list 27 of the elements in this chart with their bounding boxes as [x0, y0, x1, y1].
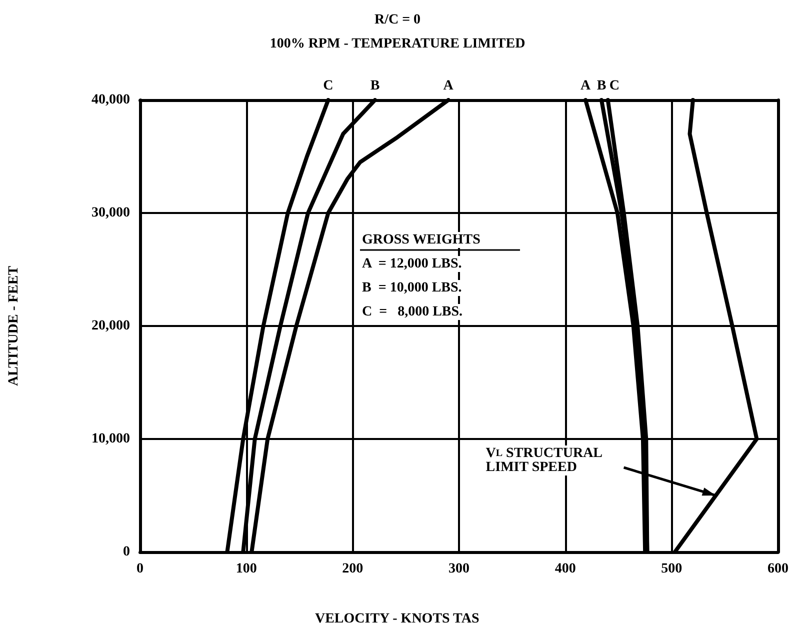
annotation: A = 12,000 LBS. — [362, 256, 462, 272]
x-tick-label: 400 — [554, 562, 576, 576]
series-label: A — [580, 78, 592, 94]
chart-subtitle: 100% RPM - TEMPERATURE LIMITED — [270, 36, 526, 52]
y-axis-title: ALTITUDE - FEET — [6, 265, 22, 386]
x-tick-label: 200 — [342, 562, 364, 576]
y-tick-label: 40,000 — [92, 92, 130, 108]
y-tick-label: 30,000 — [92, 206, 130, 220]
x-tick-label: 500 — [661, 562, 682, 576]
y-tick-label: 10,000 — [92, 432, 130, 446]
annotation: GROSS WEIGHTS — [362, 232, 481, 248]
chart-title: R/C = 0 — [374, 12, 421, 28]
x-tick-label: 0 — [136, 562, 144, 576]
y-tick-label: 20,000 — [92, 318, 130, 334]
y-tick-label: 0 — [123, 544, 130, 560]
series-label: A — [443, 78, 454, 94]
series-label: B — [596, 78, 606, 94]
x-tick-label: 100 — [236, 562, 257, 576]
x-tick-label: 300 — [448, 562, 470, 576]
series-label: B — [370, 78, 380, 94]
annotation: B = 10,000 LBS. — [362, 280, 462, 296]
annotation: C = 8,000 LBS. — [362, 304, 463, 320]
annotation: VL STRUCTURAL LIMIT SPEED — [486, 446, 603, 475]
x-axis-title: VELOCITY - KNOTS TAS — [314, 612, 480, 626]
series-label: C — [609, 78, 620, 94]
series-label: C — [323, 78, 334, 94]
x-tick-label: 600 — [768, 562, 788, 576]
